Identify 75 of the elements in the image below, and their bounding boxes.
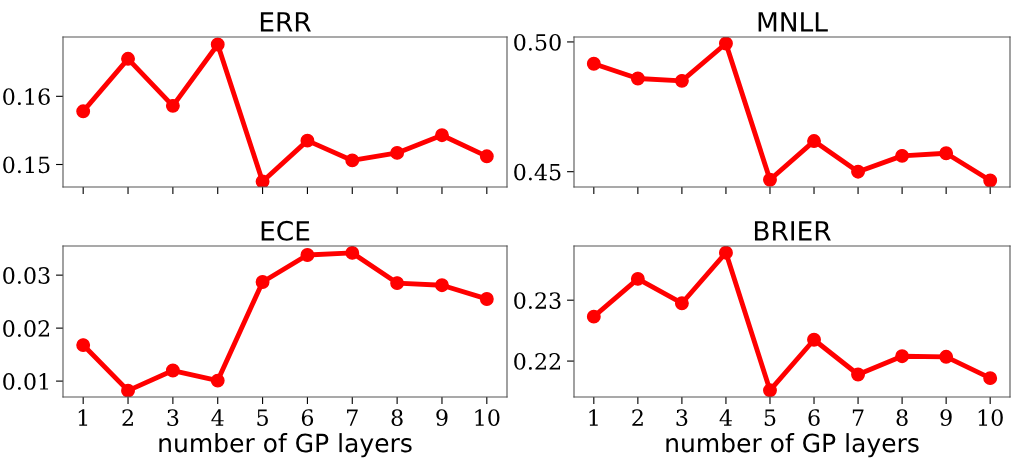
- point: [851, 164, 866, 179]
- point: [210, 373, 225, 388]
- point: [718, 246, 733, 260]
- point: [630, 71, 645, 86]
- point: [255, 174, 270, 187]
- y-tick-label: 0.50: [514, 33, 561, 51]
- point: [895, 349, 910, 364]
- point: [939, 349, 954, 364]
- point: [763, 172, 777, 187]
- x-tick-label: 10: [475, 409, 500, 427]
- point: [210, 37, 225, 52]
- point: [255, 275, 270, 289]
- point: [763, 383, 777, 397]
- point: [851, 367, 866, 382]
- point: [479, 149, 494, 164]
- x-tick-label: 2: [632, 409, 643, 426]
- point: [674, 296, 689, 311]
- point: [630, 271, 645, 286]
- chart-title: MNLL: [758, 12, 828, 32]
- point: [586, 56, 601, 71]
- point: [76, 338, 91, 353]
- x-tick-label: 6: [301, 409, 314, 427]
- point: [435, 128, 449, 143]
- y-tick-label: 0.23: [514, 292, 561, 309]
- point: [718, 37, 733, 51]
- x-tick-label: 1: [589, 409, 598, 426]
- chart-title: ERR: [260, 12, 311, 32]
- point: [807, 134, 821, 149]
- point: [674, 73, 689, 88]
- point: [165, 98, 180, 113]
- point: [479, 292, 494, 306]
- y-tick-label: 0.22: [514, 353, 561, 370]
- y-tick-label: 0.15: [3, 156, 50, 174]
- x-tick-label: 4: [211, 409, 224, 426]
- x-tick-label: 9: [436, 409, 448, 427]
- point: [586, 309, 601, 324]
- x-tick-label: 5: [764, 409, 776, 427]
- y-tick-label: 0.16: [3, 88, 50, 106]
- point: [121, 51, 135, 66]
- point: [300, 248, 315, 262]
- point: [76, 104, 91, 119]
- point: [300, 133, 315, 148]
- chart-title: ECE: [261, 220, 310, 241]
- y-tick-label: 0.45: [514, 163, 561, 181]
- chart-title: BRIER: [754, 221, 831, 241]
- point: [121, 383, 135, 397]
- point: [939, 146, 954, 161]
- x-tick-label: 8: [896, 409, 908, 427]
- x-tick-label: 5: [257, 409, 268, 427]
- x-tick-label: 8: [391, 409, 403, 427]
- point: [983, 173, 998, 187]
- y-tick-label: 0.03: [3, 267, 50, 284]
- x-tick-label: 4: [719, 409, 732, 426]
- point: [165, 363, 180, 378]
- x-tick-label: 3: [167, 409, 179, 427]
- x-tick-label: 9: [940, 409, 952, 427]
- point: [435, 278, 449, 293]
- point: [983, 371, 998, 386]
- x-tick-label: 7: [347, 409, 358, 426]
- point: [895, 148, 910, 163]
- x-tick-label: 2: [122, 409, 133, 426]
- x-axis-title: number of GP layers: [159, 433, 412, 458]
- point: [345, 153, 360, 168]
- y-tick-label: 0.02: [3, 320, 50, 337]
- x-tick-label: 6: [808, 409, 820, 427]
- point: [345, 246, 360, 260]
- x-tick-label: 7: [852, 409, 864, 426]
- point: [390, 145, 405, 160]
- x-tick-label: 3: [676, 409, 688, 427]
- y-tick-label: 0.01: [3, 373, 49, 390]
- point: [390, 276, 405, 291]
- point: [807, 332, 821, 347]
- x-tick-label: 10: [978, 409, 1003, 427]
- x-axis-title: number of GP layers: [666, 433, 919, 458]
- x-tick-label: 1: [78, 409, 88, 426]
